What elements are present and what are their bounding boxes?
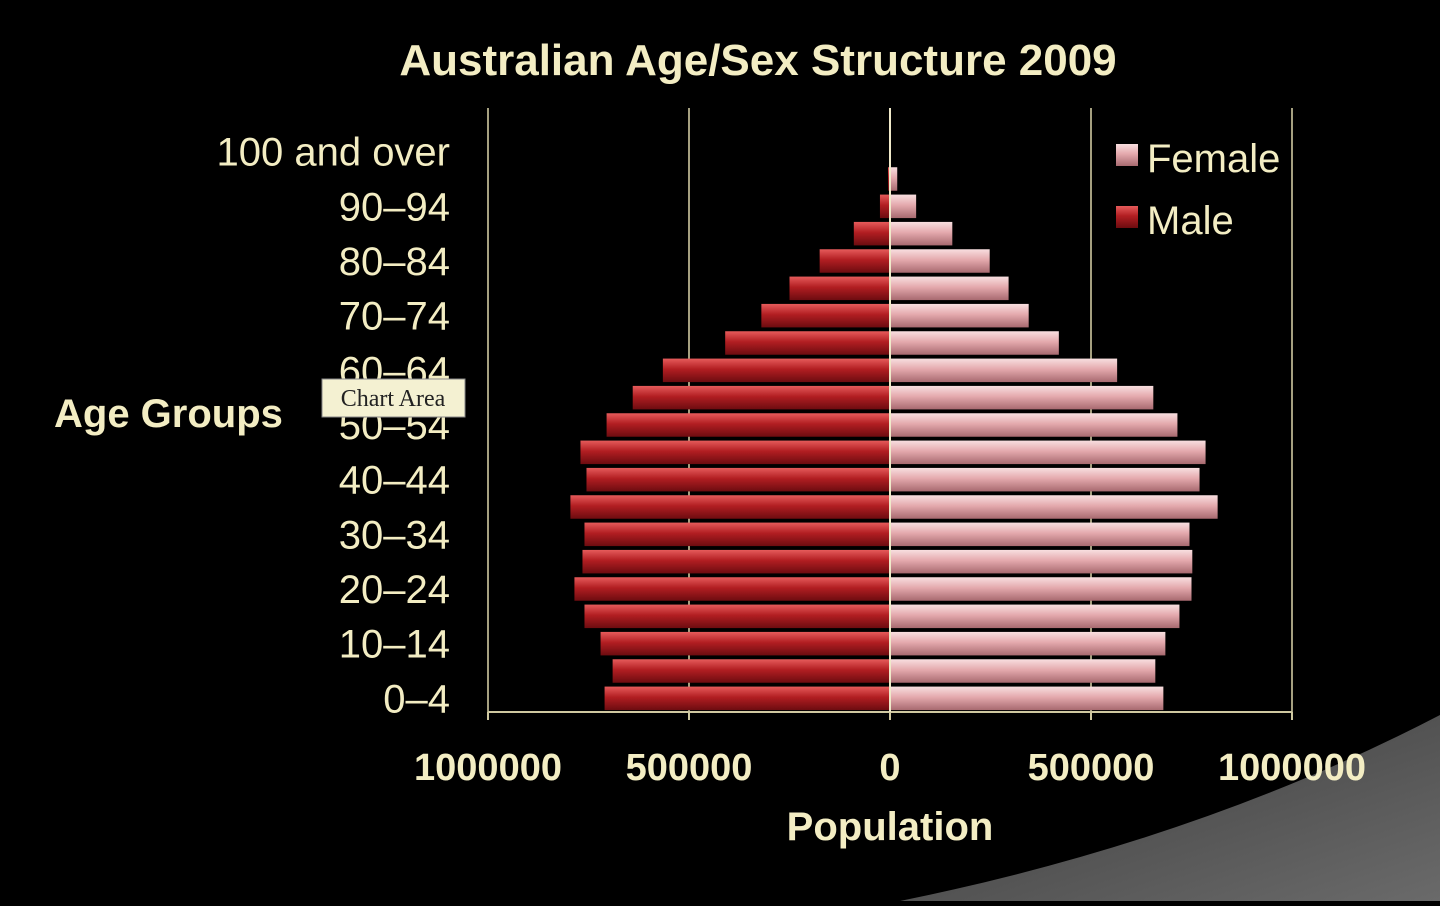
bar-female-1 bbox=[890, 659, 1155, 683]
bar-female-6 bbox=[890, 523, 1189, 547]
bar-male-15 bbox=[790, 277, 891, 301]
bar-male-18 bbox=[880, 195, 890, 219]
bar-male-14 bbox=[761, 304, 890, 328]
bar-female-17 bbox=[890, 222, 952, 246]
bar-female-16 bbox=[890, 249, 990, 273]
x-tick-label-0: 1000000 bbox=[414, 747, 562, 789]
chart-area-tooltip: Chart Area bbox=[322, 379, 465, 417]
y-tick-label-6: 30–34 bbox=[339, 513, 450, 557]
legend-swatch-male bbox=[1116, 206, 1138, 228]
y-tick-label-14: 70–74 bbox=[339, 295, 450, 339]
x-tick-label-2: 0 bbox=[879, 747, 900, 789]
x-tick-labels: 1000000 500000 0 500000 1000000 bbox=[414, 747, 1366, 789]
y-tick-label-16: 80–84 bbox=[339, 240, 450, 284]
legend-label-female: Female bbox=[1147, 137, 1280, 181]
bar-male-2 bbox=[601, 632, 890, 656]
bar-male-6 bbox=[584, 523, 890, 547]
y-tick-label-20: 100 and over bbox=[216, 131, 450, 175]
bar-female-2 bbox=[890, 632, 1165, 656]
chart-title: Australian Age/Sex Structure 2009 bbox=[399, 36, 1116, 85]
bar-male-0 bbox=[605, 687, 890, 711]
bar-female-0 bbox=[890, 687, 1163, 711]
bar-male-9 bbox=[580, 441, 890, 465]
y-tick-label-4: 20–24 bbox=[339, 568, 450, 612]
y-tick-label-2: 10–14 bbox=[339, 623, 450, 667]
bar-female-4 bbox=[890, 577, 1192, 601]
x-tick-label-1: 500000 bbox=[626, 747, 753, 789]
y-tick-label-18: 90–94 bbox=[339, 185, 450, 229]
bar-male-7 bbox=[570, 495, 890, 519]
bar-male-13 bbox=[725, 331, 890, 355]
bar-male-1 bbox=[613, 659, 890, 683]
bar-male-16 bbox=[820, 249, 890, 273]
bar-female-13 bbox=[890, 331, 1059, 355]
bar-female-12 bbox=[890, 359, 1117, 383]
bar-female-19 bbox=[890, 167, 897, 191]
bar-female-11 bbox=[890, 386, 1153, 410]
bar-male-5 bbox=[582, 550, 890, 574]
bar-female-7 bbox=[890, 495, 1218, 519]
bar-female-8 bbox=[890, 468, 1200, 492]
bar-female-5 bbox=[890, 550, 1192, 574]
legend-swatch-female bbox=[1116, 144, 1138, 166]
y-tick-label-0: 0–4 bbox=[383, 677, 450, 721]
bar-female-10 bbox=[890, 413, 1177, 437]
y-axis-label: Age Groups bbox=[54, 392, 283, 436]
bar-female-15 bbox=[890, 277, 1009, 301]
bar-male-8 bbox=[586, 468, 890, 492]
x-tick-label-3: 500000 bbox=[1028, 747, 1155, 789]
bar-male-10 bbox=[607, 413, 890, 437]
legend: Female Male bbox=[1116, 137, 1280, 243]
bar-female-9 bbox=[890, 441, 1206, 465]
bar-male-3 bbox=[584, 605, 890, 629]
bar-female-3 bbox=[890, 605, 1179, 629]
legend-label-male: Male bbox=[1147, 199, 1234, 243]
tooltip-label: Chart Area bbox=[341, 386, 446, 412]
x-tick-label-4: 1000000 bbox=[1218, 747, 1366, 789]
bar-female-14 bbox=[890, 304, 1029, 328]
bar-male-12 bbox=[663, 359, 890, 383]
bar-female-18 bbox=[890, 195, 916, 219]
bar-male-4 bbox=[574, 577, 890, 601]
bar-male-17 bbox=[854, 222, 890, 246]
y-tick-label-8: 40–44 bbox=[339, 459, 450, 503]
bar-male-11 bbox=[633, 386, 890, 410]
x-axis-label: Population bbox=[787, 805, 994, 849]
